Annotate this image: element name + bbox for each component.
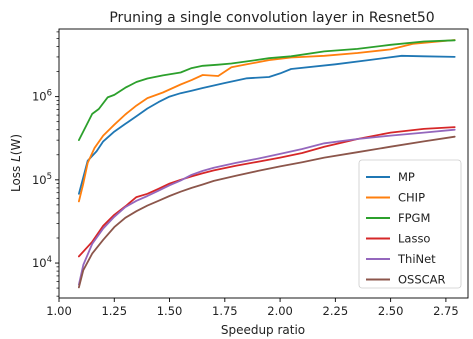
series-line-lasso [78, 126, 456, 258]
x-axis: 1.00 1.25 1.50 1.75 2.00 2.25 2.50 2.75 [46, 298, 459, 318]
legend-label-fpgm: FPGM [398, 211, 430, 225]
y-axis-label-prefix: Loss [9, 162, 23, 192]
legend: MP CHIP FPGM Lasso ThiNet OSSCAR [358, 159, 462, 289]
legend-box [358, 159, 462, 289]
x-tick-label: 2.00 [267, 304, 293, 318]
x-axis-label: Speedup ratio [221, 323, 305, 337]
series-line-chip [78, 39, 456, 203]
x-tick-label: 2.75 [433, 304, 459, 318]
plot-area [58, 28, 469, 299]
legend-label-thinet: ThiNet [397, 252, 436, 266]
series-line-mp [78, 54, 456, 195]
x-tick-label: 1.50 [157, 304, 183, 318]
legend-label-chip: CHIP [398, 191, 425, 205]
chart-title: Pruning a single convolution layer in Re… [109, 10, 434, 26]
series-line-fpgm [78, 39, 456, 142]
x-tick-label: 2.50 [378, 304, 404, 318]
series-line-osscar [78, 135, 456, 289]
legend-label-mp: MP [398, 170, 415, 184]
legend-label-osscar: OSSCAR [398, 273, 446, 287]
legend-label-lasso: Lasso [398, 232, 430, 246]
y-tick-label: 105 [32, 172, 52, 187]
y-tick-label: 106 [32, 89, 52, 104]
x-tick-label: 1.25 [101, 304, 127, 318]
series-line-thinet [78, 128, 456, 286]
y-axis-label: Loss L(W) [9, 134, 23, 192]
x-tick-label: 2.25 [323, 304, 349, 318]
y-axis: 104 105 106 [32, 31, 59, 297]
y-axis-label-var: L [9, 155, 23, 162]
y-tick-label: 104 [32, 255, 52, 270]
x-tick-label: 1.75 [212, 304, 238, 318]
y-axis-label-arg: (W) [9, 134, 23, 155]
series-layer [78, 39, 456, 289]
x-tick-label: 1.00 [46, 304, 72, 318]
